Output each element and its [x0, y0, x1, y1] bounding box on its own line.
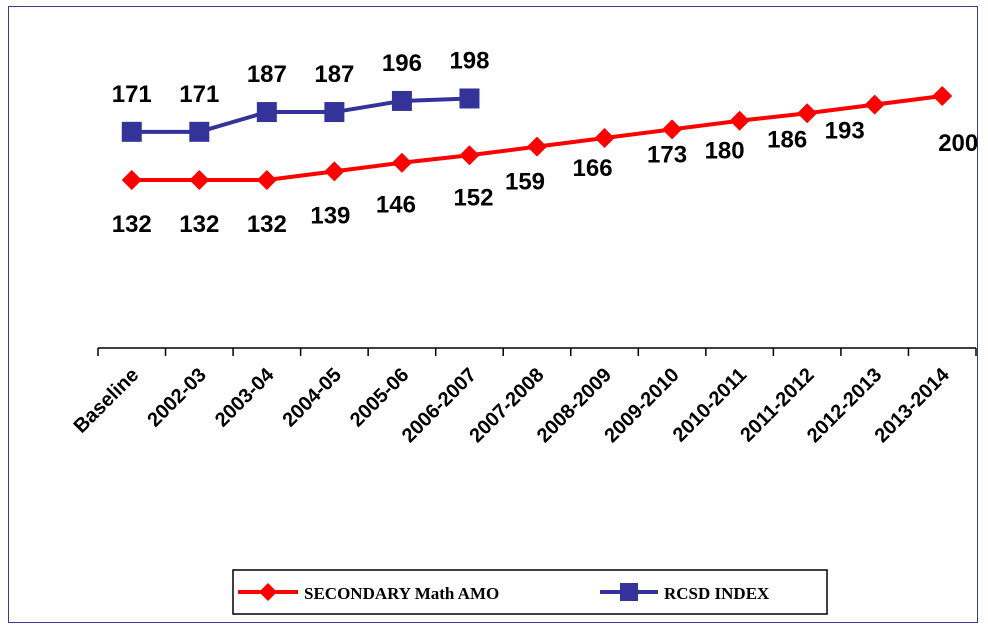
data-label: 166 [573, 155, 613, 182]
data-label: 187 [314, 61, 354, 88]
data-label: 152 [453, 184, 493, 211]
legend-label-rcsd-index: RCSD INDEX [664, 584, 770, 603]
legend-marker-diamond [259, 583, 277, 601]
data-labels: 132 132 132 139 146 152 159 166 173 180 186 193 200 1… [112, 47, 979, 238]
x-tick-label: 2004-05 [278, 364, 345, 431]
legend-box [232, 569, 828, 615]
data-label: 193 [825, 118, 865, 145]
data-label: 132 [112, 211, 152, 238]
data-point-diamond [594, 128, 615, 148]
data-label: 132 [179, 211, 219, 238]
x-tick-labels: Baseline 2002-03 2003-04 2004-05 2005-062006… [70, 363, 955, 447]
data-point-diamond [391, 152, 412, 173]
data-point-diamond [797, 103, 818, 124]
data-label: 173 [647, 141, 687, 168]
data-point-square [391, 90, 412, 111]
x-tick-label: 2013-2014 [871, 363, 955, 447]
data-label: 187 [247, 61, 287, 88]
legend: SECONDARY Math AMO RCSD INDEX [232, 569, 828, 615]
data-label: 139 [310, 202, 350, 229]
data-point-square [256, 102, 277, 123]
data-label: 196 [382, 50, 422, 77]
data-point-diamond [189, 170, 210, 190]
data-label: 146 [376, 192, 416, 219]
data-point-diamond [864, 94, 885, 115]
chart-frame [8, 6, 978, 623]
data-point-diamond [662, 119, 683, 140]
data-label: 198 [449, 47, 489, 74]
data-point-square [459, 88, 480, 109]
data-label: 171 [179, 81, 219, 108]
data-point-diamond [324, 161, 345, 182]
series-layer [121, 86, 953, 190]
data-label: 200 [938, 130, 978, 157]
legend-label-secondary-math-amo: SECONDARY Math AMO [304, 584, 499, 603]
x-tick-label: 2003-04 [211, 363, 279, 431]
data-point-diamond [459, 145, 480, 166]
data-point-diamond [527, 136, 547, 157]
x-tick-label: 2005-06 [346, 364, 413, 431]
data-label: 132 [247, 211, 287, 238]
data-point-diamond [932, 86, 953, 106]
data-point-diamond [729, 110, 750, 131]
data-label: 180 [705, 138, 745, 165]
data-point-square [324, 102, 345, 123]
x-axis [97, 347, 977, 356]
series-line-1 [131, 96, 470, 134]
data-point-square [189, 121, 210, 142]
data-point-square [121, 121, 142, 142]
legend-marker-square [620, 583, 638, 601]
data-point-diamond [121, 170, 142, 190]
x-tick-label: 2002-03 [143, 364, 210, 431]
data-label: 186 [767, 126, 807, 153]
data-point-diamond [256, 170, 277, 190]
data-label: 171 [112, 81, 152, 108]
x-tick-label: Baseline [70, 364, 144, 438]
data-label: 159 [505, 169, 545, 196]
